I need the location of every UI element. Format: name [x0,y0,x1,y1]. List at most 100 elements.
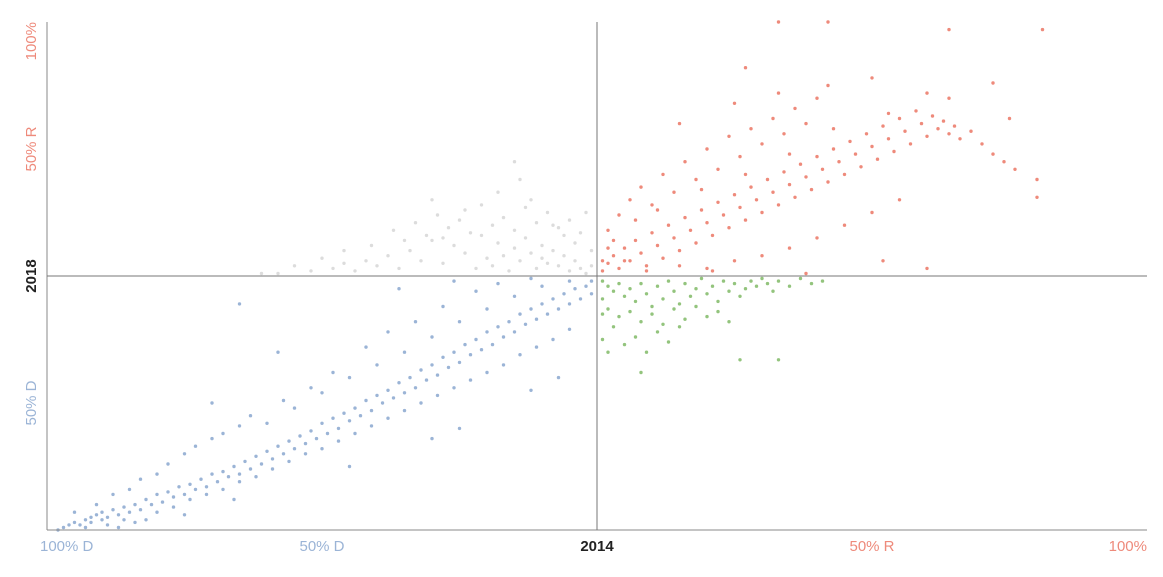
scatter-point [633,335,638,339]
scatter-point [941,119,946,123]
scatter-point [617,281,621,286]
scatter-point [386,388,390,392]
scatter-point [545,210,550,215]
scatter-point [617,314,621,319]
scatter-point [958,137,962,141]
scatter-point [210,401,214,405]
scatter-point [809,187,814,192]
scatter-point [897,198,902,202]
scatter-point [562,254,566,258]
scatter-point [292,264,297,268]
scatter-point [617,213,621,217]
scatter-point [221,469,225,474]
scatter-point [727,289,731,293]
y-tick-labels: 100% 50% R 2018 50% D [23,22,40,426]
scatter-point [980,142,984,146]
scatter-point [710,284,715,288]
scatter-point [364,398,368,403]
scatter-point [452,350,456,354]
scatter-point [413,320,418,324]
scatter-point [969,129,973,133]
scatter-point [111,508,115,512]
scatter-point [562,292,566,296]
scatter-point [452,279,456,283]
scatter-point [540,284,544,288]
scatter-point [578,231,583,235]
scatter-point [677,248,682,253]
scatter-point [105,523,110,527]
y-tick-label: 50% R [23,126,40,171]
scatter-point [798,162,803,166]
scatter-point [276,350,280,354]
scatter-point [331,266,335,271]
scatter-point [628,198,632,202]
scatter-point [342,411,346,415]
scatter-point [144,518,148,522]
scatter-point [276,444,280,448]
scatter-point [694,304,698,309]
scatter-point [188,497,192,502]
scatter-point [540,243,544,248]
scatter-point [534,345,539,349]
scatter-point [287,439,291,443]
scatter-point [870,144,874,149]
scatter-point [881,259,885,263]
scatter-point [479,203,484,207]
scatter-point [320,421,324,425]
scatter-point [259,462,264,466]
scatter-point [617,266,621,271]
scatter-point [655,208,660,212]
scatter-point [402,391,407,395]
scatter-point [193,487,198,492]
scatter-point [925,91,929,95]
scatter-point [314,436,319,441]
scatter-point [166,490,170,494]
scatter-point [760,142,764,146]
scatter-point [743,172,748,177]
scatter-point [600,337,605,342]
scatter-point [639,370,643,375]
scatter-point [952,124,957,128]
scatter-point [485,330,489,334]
scatter-point [661,172,665,177]
scatter-point [633,218,638,222]
scatter-point [732,281,737,286]
scatter-point [413,386,418,390]
scatter-point [210,472,214,476]
scatter-point [650,203,654,207]
scatter-point [287,459,291,464]
scatter-point [782,132,786,136]
scatter-point [490,223,495,227]
scatter-point [864,132,869,136]
scatter-point [1040,27,1045,32]
scatter-point [925,266,929,271]
scatter-point [859,165,863,169]
scatter-point [347,464,352,469]
scatter-point [589,279,594,283]
scatter-point [364,259,368,263]
scatter-point [116,525,121,530]
x-tick-label: 50% D [299,538,344,555]
scatter-point [540,256,544,260]
scatter-point [457,360,462,365]
scatter-point [683,215,687,220]
scatter-point [584,284,588,288]
scatter-point [716,309,720,314]
scatter-point [925,134,929,138]
scatter-point [133,502,137,507]
scatter-point [529,251,533,255]
scatter-point [210,436,214,441]
scatter-point [743,218,748,222]
scatter-point [650,312,654,316]
scatter-point [870,210,874,215]
scatter-point [760,254,764,258]
scatter-point [485,307,489,311]
scatter-point [578,297,583,301]
scatter-point [881,124,885,128]
scatter-point [265,421,269,425]
scatter-point [353,431,357,436]
scatter-point [606,261,610,265]
scatter-point [342,261,346,265]
scatter-point [138,477,143,481]
